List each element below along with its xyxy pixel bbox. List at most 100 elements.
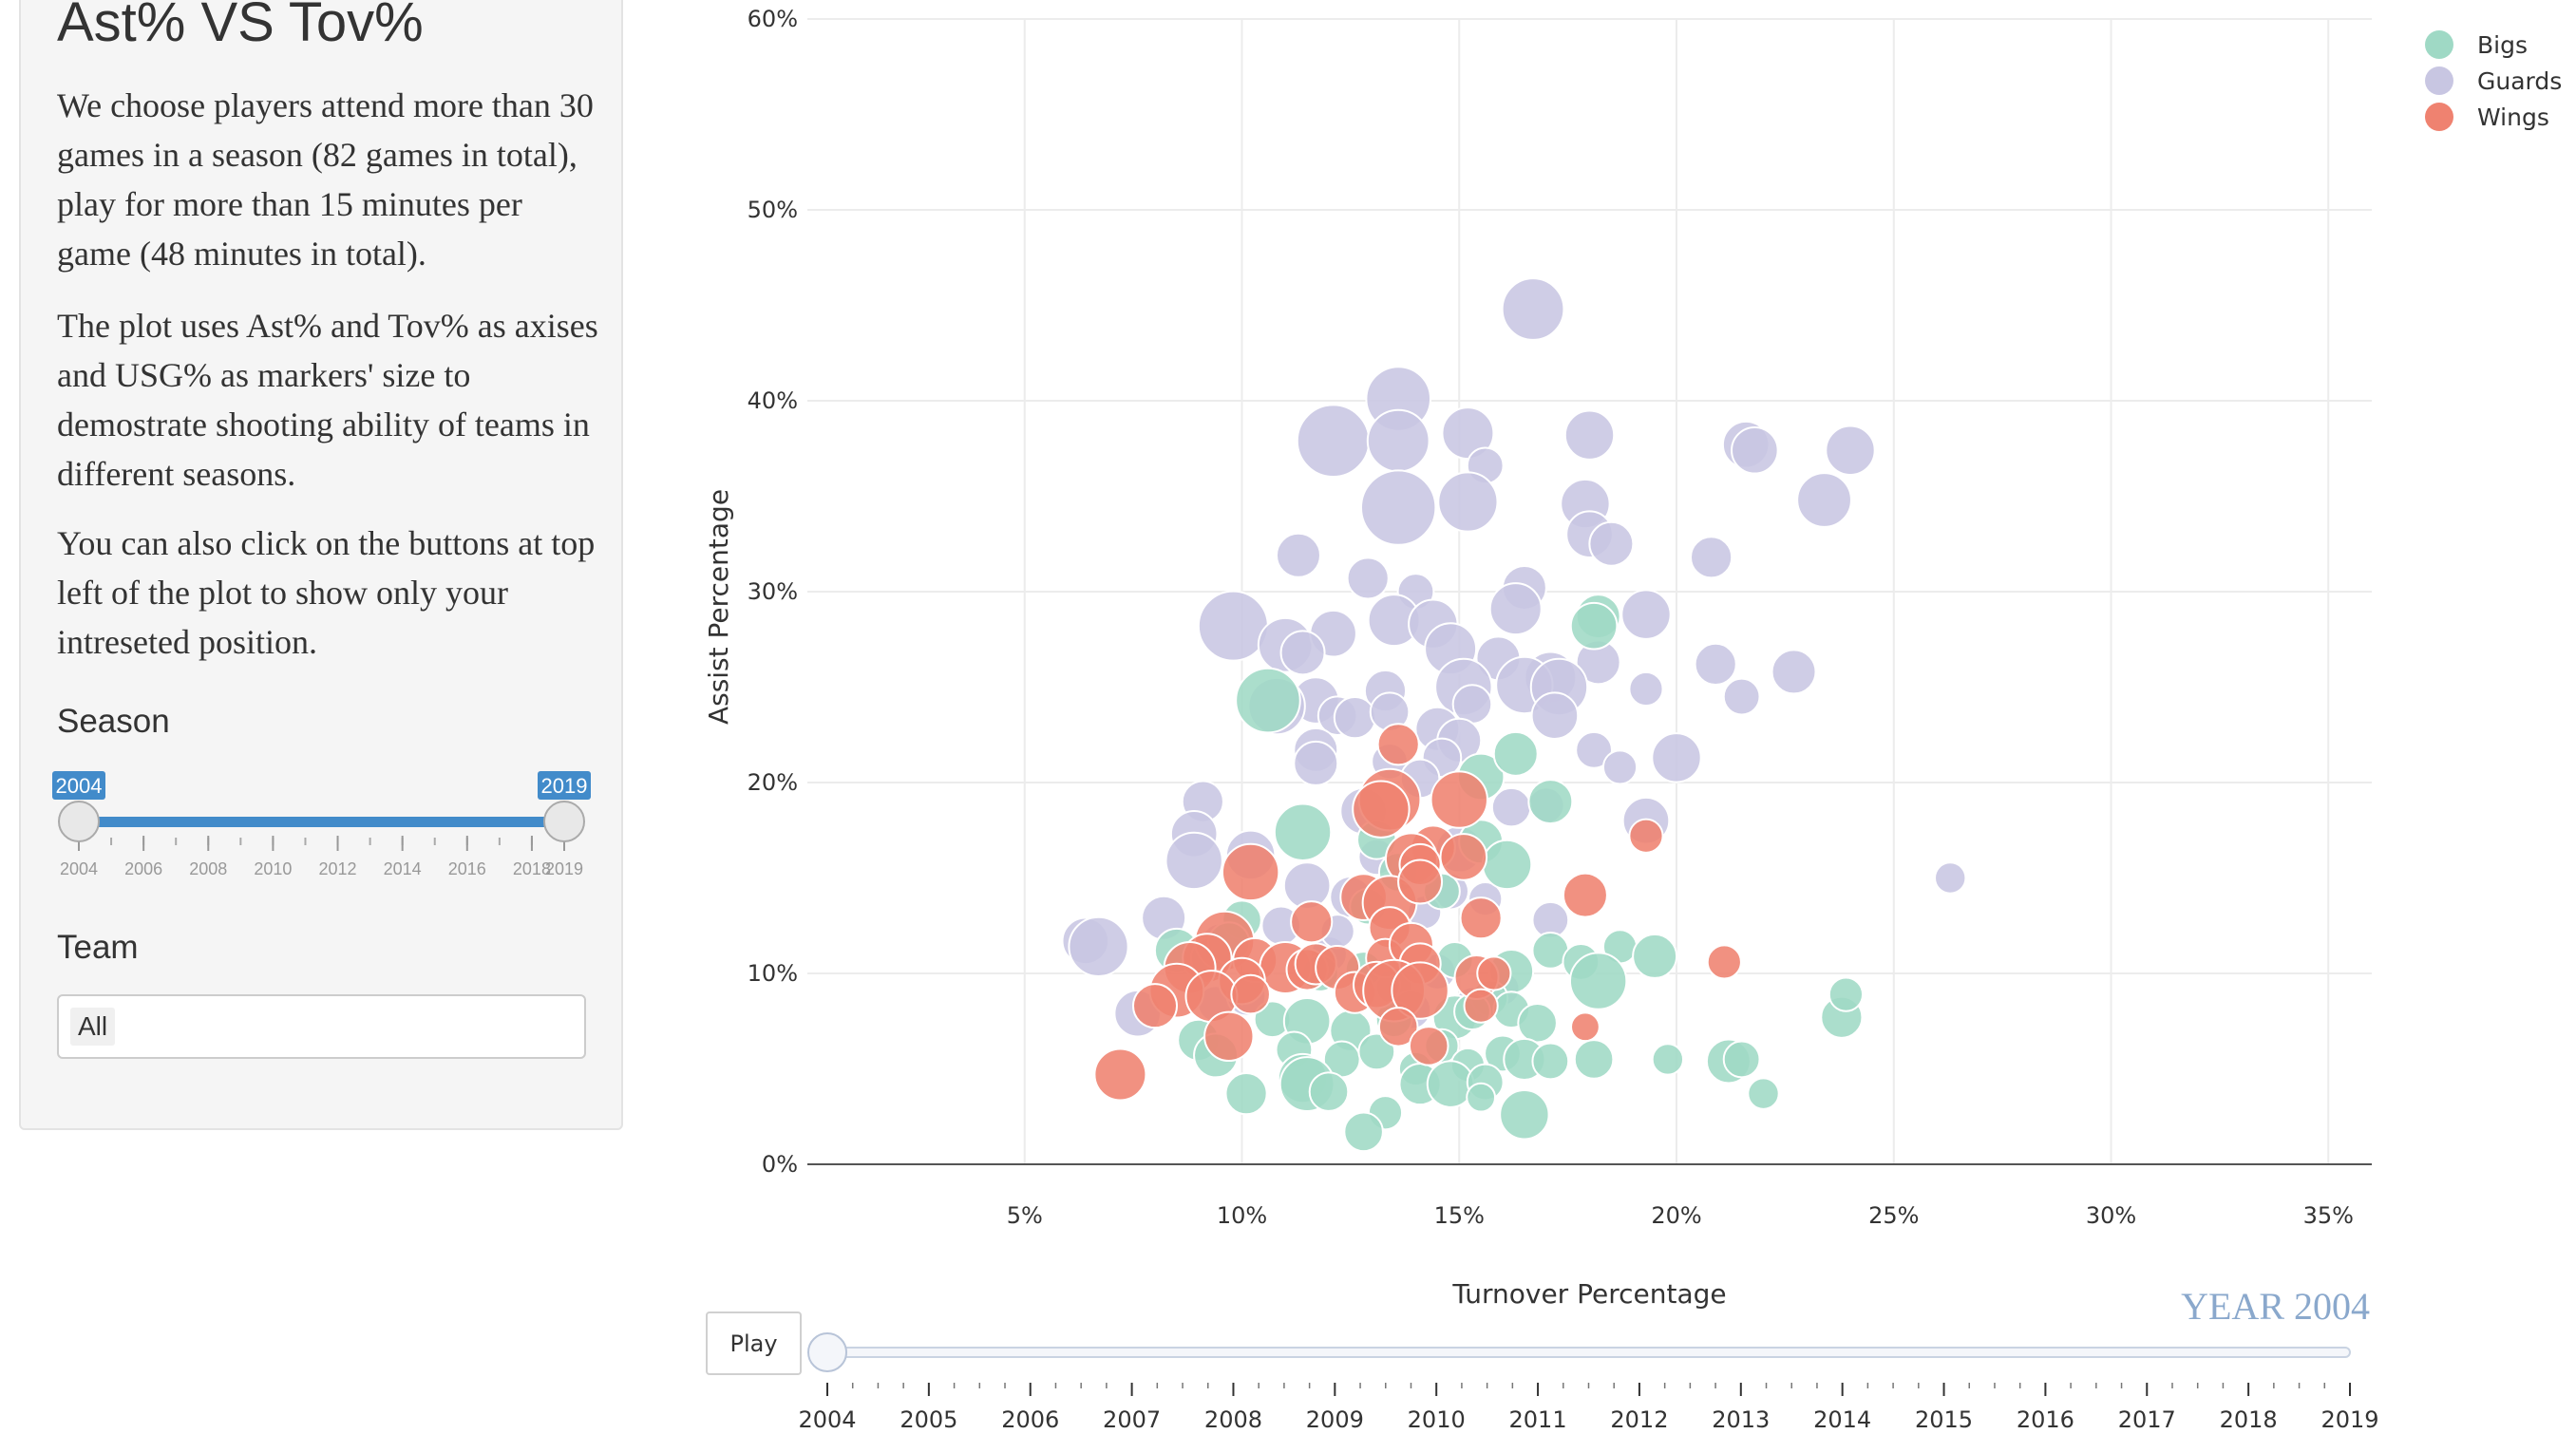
point-bigs[interactable] <box>1235 667 1301 734</box>
year-tick-label[interactable]: 2008 <box>1204 1406 1262 1433</box>
point-bigs[interactable] <box>1357 1032 1396 1071</box>
point-bigs[interactable] <box>1517 1002 1558 1044</box>
point-wings[interactable] <box>1230 973 1271 1015</box>
year-tick-label[interactable]: 2012 <box>1610 1406 1668 1433</box>
point-guards[interactable] <box>1165 831 1223 891</box>
point-guards[interactable] <box>1601 749 1638 785</box>
point-guards[interactable] <box>1690 536 1733 579</box>
year-tick-label[interactable]: 2015 <box>1915 1406 1973 1433</box>
point-guards[interactable] <box>1694 642 1737 686</box>
point-guards[interactable] <box>1275 532 1321 578</box>
year-tick-label[interactable]: 2014 <box>1813 1406 1871 1433</box>
year-slider-handle[interactable] <box>807 1332 847 1372</box>
point-bigs[interactable] <box>1747 1077 1780 1110</box>
year-tick-label[interactable]: 2007 <box>1103 1406 1161 1433</box>
year-tick-label[interactable]: 2013 <box>1712 1406 1770 1433</box>
point-guards[interactable] <box>1588 520 1635 567</box>
point-wings[interactable] <box>1376 723 1420 766</box>
data-points[interactable] <box>1061 277 1967 1153</box>
point-guards[interactable] <box>1501 277 1565 341</box>
point-guards[interactable] <box>1731 425 1779 475</box>
point-bigs[interactable] <box>1527 779 1574 825</box>
year-tick-label[interactable]: 2004 <box>798 1406 856 1433</box>
point-wings[interactable] <box>1093 1047 1147 1102</box>
play-button[interactable]: Play <box>706 1311 802 1375</box>
point-guards[interactable] <box>1296 404 1371 479</box>
point-wings[interactable] <box>1570 1011 1601 1043</box>
point-bigs[interactable] <box>1224 1072 1268 1116</box>
point-guards[interactable] <box>1437 471 1499 533</box>
point-wings[interactable] <box>1439 833 1488 881</box>
year-tick-label[interactable]: 2005 <box>900 1406 957 1433</box>
point-guards[interactable] <box>1575 730 1613 769</box>
point-wings[interactable] <box>1562 872 1608 918</box>
point-guards[interactable] <box>1796 472 1852 528</box>
point-guards[interactable] <box>1934 861 1967 895</box>
team-select[interactable]: All <box>57 994 586 1059</box>
chart-legend[interactable]: Bigs Guards Wings <box>2425 30 2562 131</box>
point-guards[interactable] <box>1563 409 1616 461</box>
point-guards[interactable] <box>1620 589 1672 640</box>
year-tick-label[interactable]: 2009 <box>1306 1406 1364 1433</box>
point-guards[interactable] <box>1279 630 1326 676</box>
point-guards[interactable] <box>1360 469 1437 546</box>
point-guards[interactable] <box>1488 582 1543 636</box>
point-guards[interactable] <box>1293 740 1339 786</box>
year-tick-label[interactable]: 2018 <box>2220 1406 2278 1433</box>
point-guards[interactable] <box>1628 670 1664 708</box>
point-guards[interactable] <box>1771 649 1817 695</box>
point-guards[interactable] <box>1825 425 1876 476</box>
point-guards[interactable] <box>1197 590 1269 662</box>
point-bigs[interactable] <box>1466 1082 1497 1113</box>
point-bigs[interactable] <box>1573 1039 1615 1080</box>
point-wings[interactable] <box>1459 896 1503 940</box>
scatter-chart[interactable]: 0% 10% 20% 30% 40% 50% 60% 5% 10% 15% 20% 25% 30% 35… <box>665 0 2576 1434</box>
legend-item-guards[interactable]: Guards <box>2425 66 2562 95</box>
point-wings[interactable] <box>1463 988 1499 1024</box>
point-bigs[interactable] <box>1568 952 1628 1010</box>
point-bigs[interactable] <box>1492 730 1539 777</box>
year-tick-label[interactable]: 2016 <box>2017 1406 2074 1433</box>
point-wings[interactable] <box>1706 944 1742 980</box>
year-tick-label[interactable]: 2006 <box>1001 1406 1059 1433</box>
point-bigs[interactable] <box>1651 1043 1685 1076</box>
point-guards[interactable] <box>1068 915 1129 977</box>
year-tick-label[interactable]: 2017 <box>2118 1406 2176 1433</box>
point-guards[interactable] <box>1333 696 1377 740</box>
point-guards[interactable] <box>1366 408 1430 473</box>
point-bigs[interactable] <box>1308 1071 1350 1112</box>
point-bigs[interactable] <box>1722 1040 1761 1079</box>
point-bigs[interactable] <box>1343 1111 1384 1153</box>
point-bigs[interactable] <box>1481 839 1533 891</box>
point-bigs[interactable] <box>1531 1042 1570 1081</box>
point-bigs[interactable] <box>1828 976 1865 1012</box>
point-wings[interactable] <box>1430 770 1488 829</box>
point-wings[interactable] <box>1221 842 1280 902</box>
slider-to-handle[interactable] <box>543 801 585 842</box>
year-animation-slider[interactable]: 2004 2005 2006 2007 2008 2009 2010 2011 2012 2013… <box>798 1332 2379 1433</box>
year-tick-label[interactable]: 2010 <box>1408 1406 1466 1433</box>
point-guards[interactable] <box>1722 677 1761 716</box>
point-guards[interactable] <box>1651 732 1702 783</box>
legend-item-wings[interactable]: Wings <box>2425 103 2549 131</box>
point-wings[interactable] <box>1377 1006 1419 1047</box>
point-bigs[interactable] <box>1273 802 1333 861</box>
year-tick-label[interactable]: 2019 <box>2320 1406 2378 1433</box>
slider-from-handle[interactable] <box>58 801 100 842</box>
point-bigs[interactable] <box>1632 933 1678 979</box>
point-wings[interactable] <box>1397 859 1444 905</box>
year-tick-label[interactable]: 2011 <box>1509 1406 1567 1433</box>
point-wings[interactable] <box>1203 1010 1255 1063</box>
point-wings[interactable] <box>1476 955 1512 991</box>
point-wings[interactable] <box>1408 1026 1449 1066</box>
point-guards[interactable] <box>1530 691 1580 740</box>
team-selected-chip[interactable]: All <box>70 1008 116 1046</box>
point-guards[interactable] <box>1346 557 1390 600</box>
point-wings[interactable] <box>1290 900 1334 944</box>
legend-item-bigs[interactable]: Bigs <box>2425 30 2528 59</box>
point-wings[interactable] <box>1352 780 1411 839</box>
point-bigs[interactable] <box>1499 1089 1550 1141</box>
point-wings[interactable] <box>1132 983 1178 1029</box>
point-wings[interactable] <box>1391 961 1449 1020</box>
